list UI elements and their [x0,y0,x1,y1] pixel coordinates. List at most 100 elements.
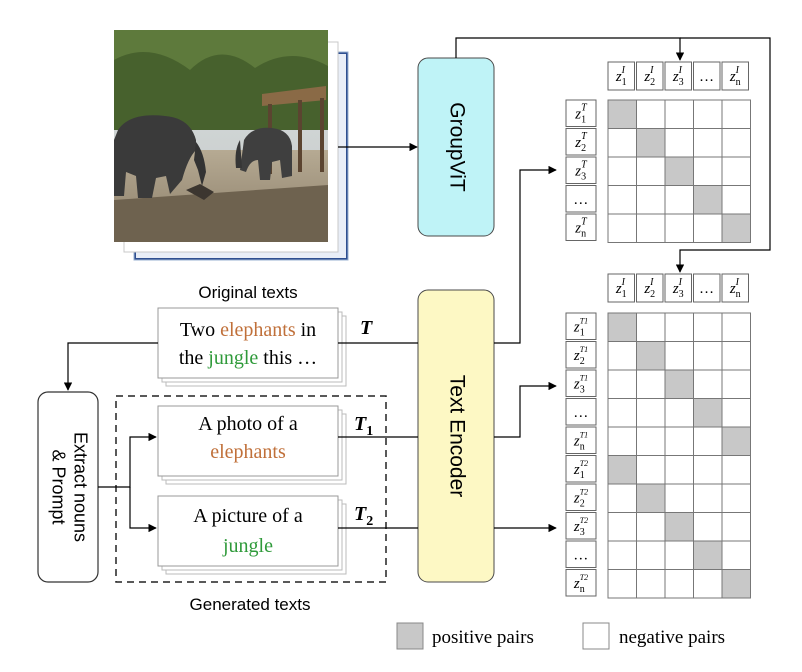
image-stack [114,30,349,261]
matrix-bottom-col-header-3-box [693,273,721,303]
negative-pair-cell [636,455,666,485]
matrix-top-row-header-0-box [565,99,597,127]
negative-pair-cell [636,398,666,428]
negative-pair-cell [607,426,637,456]
negative-pair-cell [664,213,694,243]
positive-pair-cell [693,398,723,428]
matrix-top-col-header-4: znI [729,65,741,88]
label-T1: T1 [354,413,373,439]
positive-pair-cell [664,512,694,542]
matrix-bottom-row-header-5-box [565,455,597,483]
negative-pair-cell [721,99,751,129]
matrix-bottom-col-header-3: … [700,281,713,297]
matrix-bottom-col-header-4: znI [729,277,741,300]
matrix-bottom-row-header-3-box [565,398,597,426]
arrow-extract-to-generated-2 [129,487,157,533]
original-text-line2: the jungle this … [179,347,317,369]
negative-pair-cell [636,185,666,215]
negative-pair-cell [664,426,694,456]
positive-pair-cell [607,312,637,342]
negative-pair-cell [664,341,694,371]
negative-pair-cell [721,312,751,342]
matrix-top-row-header-2-box [565,156,597,184]
negative-pair-cell [693,156,723,186]
matrix-top-row-header-4: znT [574,216,588,239]
legend-positive-swatch [396,622,424,650]
negative-pair-cell [693,569,723,599]
negative-pair-cell [693,213,723,243]
negative-pair-cell [664,312,694,342]
matrix-bottom-row-header-7: z3T2 [573,516,588,538]
matrix-bottom-row-header-8: … [574,547,587,563]
positive-pair-cell [664,156,694,186]
negative-pair-cell [721,185,751,215]
negative-pair-cell [664,99,694,129]
negative-pair-cell [693,341,723,371]
noun-elephants: elephants [220,319,296,341]
legend-negative-swatch [582,622,610,650]
matrix-bottom-col-header-1: z2I [643,277,655,300]
matrix-bottom-col-header-2-box [664,273,692,303]
matrix-bottom-row-header-9-box [565,569,597,597]
matrix-bottom-row-header-2: z3T1 [573,373,588,395]
matrix-bottom-row-header-4: znT1 [573,430,588,452]
negative-pair-cell [636,312,666,342]
original-text-card: Two elephants in the jungle this … [157,307,347,387]
matrix-top-row-header-1: z2T [574,131,588,154]
matrix-top-col-header-4-box [721,61,749,91]
noun-jungle: jungle [207,347,258,369]
negative-pair-cell [636,99,666,129]
matrix-top-col-header-1-box [636,61,664,91]
arrow-extract-to-generated-1 [98,432,157,488]
negative-pair-cell [607,341,637,371]
negative-pair-cell [693,426,723,456]
negative-pair-cell [607,483,637,513]
positive-pair-cell [721,569,751,599]
negative-pair-cell [721,540,751,570]
generated-text-card-1: A photo of a elephants [157,405,347,485]
matrix-bottom-row-header-4-box [565,426,597,454]
positive-pair-cell [636,128,666,158]
positive-pair-cell [721,426,751,456]
arrow-groupvit-to-top-matrix [455,37,685,61]
negative-pair-cell [693,455,723,485]
negative-pair-cell [636,369,666,399]
negative-pair-cell [636,540,666,570]
arrow-groupvit-to-bottom-matrix [675,37,771,273]
matrix-top-col-header-3-box [693,61,721,91]
matrix-bottom-row-header-6: z2T2 [573,487,588,509]
matrix-top-row-header-2: z3T [574,159,588,182]
negative-pair-cell [664,483,694,513]
positive-pair-cell [636,483,666,513]
positive-pair-cell [693,185,723,215]
negative-pair-cell [664,185,694,215]
negative-pair-cell [607,213,637,243]
matrix-bottom-row-header-2-box [565,369,597,397]
matrix-bottom-row-header-1-box [565,341,597,369]
matrix-bottom-row-header-8-box [565,540,597,568]
negative-pair-cell [721,483,751,513]
negative-pair-cell [636,569,666,599]
positive-pair-cell [607,455,637,485]
matrix-top-col-header-2-box [664,61,692,91]
negative-pair-cell [636,156,666,186]
legend-positive-label: positive pairs [432,627,534,648]
negative-pair-cell [693,312,723,342]
generated-text-2-line2: jungle [222,535,273,557]
negative-pair-cell [664,128,694,158]
matrix-top-row-header-4-box [565,213,597,241]
negative-pair-cell [664,398,694,428]
negative-pair-cell [664,540,694,570]
negative-pair-cell [721,512,751,542]
matrix-bottom-row-header-3: … [574,405,587,421]
negative-pair-cell [607,156,637,186]
original-texts-caption: Original texts [198,283,297,302]
legend-negative-label: negative pairs [619,627,725,648]
negative-pair-cell [636,213,666,243]
positive-pair-cell [636,341,666,371]
positive-pair-cell [693,540,723,570]
negative-pair-cell [693,128,723,158]
negative-pair-cell [607,128,637,158]
negative-pair-cell [721,341,751,371]
